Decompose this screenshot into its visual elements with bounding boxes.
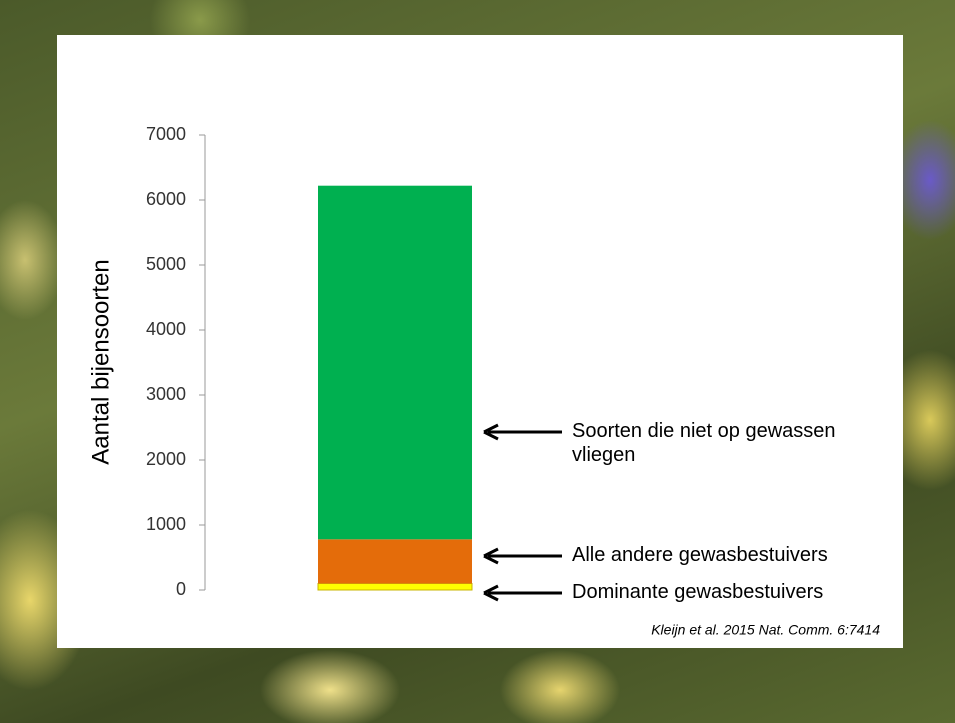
series-label: Dominante gewasbestuivers xyxy=(572,581,824,603)
y-tick-label: 0 xyxy=(176,579,186,599)
arrow-head xyxy=(483,547,499,565)
y-tick-label: 1000 xyxy=(146,514,186,534)
bar-segment xyxy=(318,539,472,584)
y-axis-label: Aantal bijensoorten xyxy=(87,259,114,464)
slide-panel xyxy=(57,35,903,648)
y-tick-label: 2000 xyxy=(146,449,186,469)
y-tick-label: 7000 xyxy=(146,124,186,144)
series-label: Alle andere gewasbestuivers xyxy=(572,544,828,566)
bar-segment xyxy=(317,583,473,591)
bar-segment xyxy=(318,185,472,540)
y-tick-label: 5000 xyxy=(146,254,186,274)
arrow-head xyxy=(483,423,499,441)
source-note: Kleijn et al. 2015 Nat. Comm. 6:7414 xyxy=(651,622,880,638)
y-tick-label: 3000 xyxy=(146,384,186,404)
y-tick-label: 6000 xyxy=(146,189,186,209)
y-tick-label: 4000 xyxy=(146,319,186,339)
series-label: Soorten die niet op gewassen vliegen xyxy=(572,420,836,466)
arrow-head xyxy=(483,584,499,602)
